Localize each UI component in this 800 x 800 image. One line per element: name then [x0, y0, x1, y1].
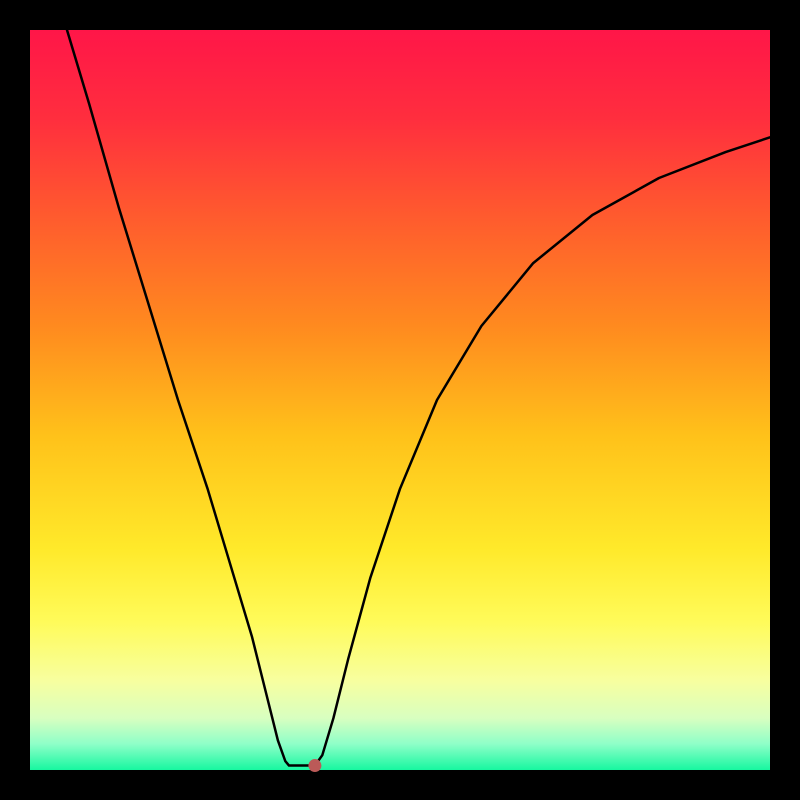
- optimal-point-marker: [308, 759, 321, 772]
- chart-gradient-background: [30, 30, 770, 770]
- chart-frame: TheBottleneck.com: [0, 0, 800, 800]
- bottleneck-chart: [0, 0, 800, 800]
